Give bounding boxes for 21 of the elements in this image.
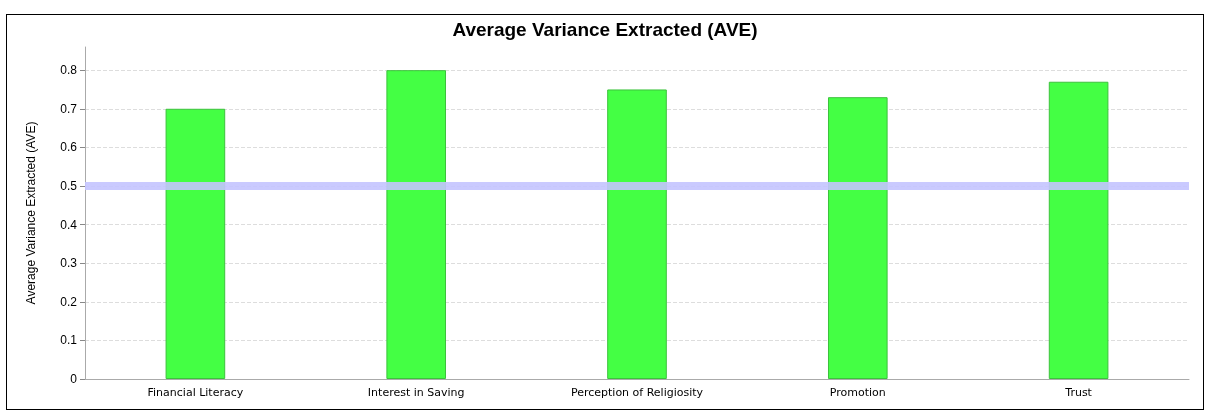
bar [607,89,667,379]
bar [827,97,888,379]
y-tick-label: 0.6 [60,140,78,155]
x-tick-label: Promotion [829,386,886,399]
y-tick-label: 0.1 [60,333,78,348]
bar [1048,81,1109,379]
y-tick-label: 0.8 [60,63,78,78]
x-tick-label: Financial Literacy [147,386,244,399]
bar [386,70,447,379]
x-tick-label: Perception of Religiosity [570,386,704,399]
y-tick-label: 0 [70,372,78,386]
y-tick-label: 0.3 [60,256,78,271]
y-tick-label: 0.4 [60,217,78,232]
x-tick-label: Interest in Saving [367,386,465,399]
bar [165,108,226,379]
chart-title: Average Variance Extracted (AVE) [452,19,758,40]
x-tick-label: Trust [1064,386,1093,399]
y-axis-title: Average Variance Extracted (AVE) [24,121,38,305]
y-tick-label: 0.2 [60,294,78,309]
y-tick-label: 0.5 [60,178,78,193]
y-tick-label: 0.7 [60,101,78,116]
